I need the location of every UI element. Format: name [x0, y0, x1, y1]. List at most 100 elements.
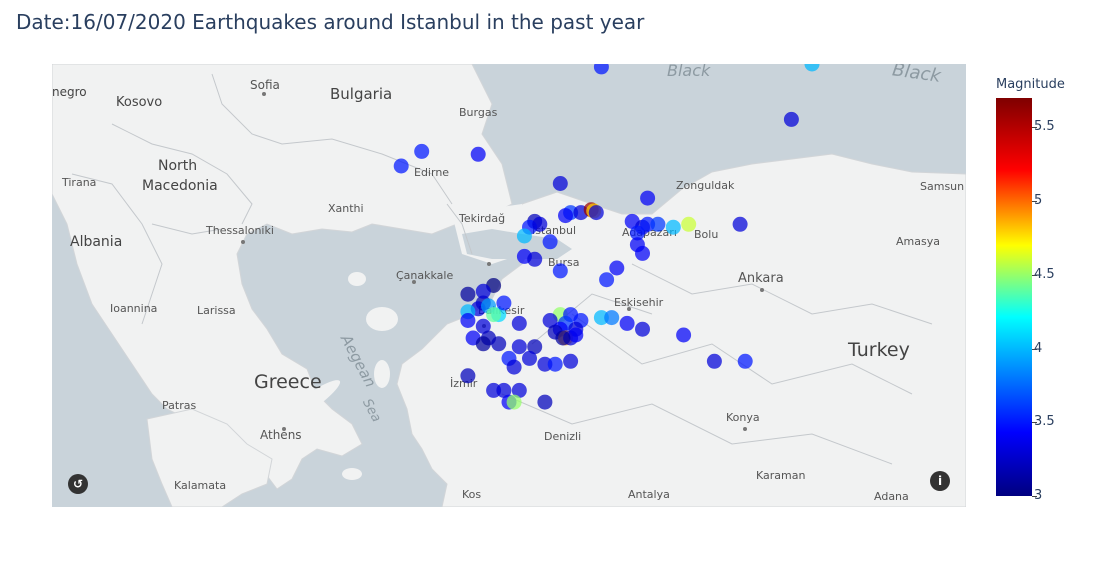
- map-reset-icon[interactable]: ↺: [68, 474, 88, 494]
- colorbar-tick-mark: [1032, 201, 1037, 203]
- earthquake-point[interactable]: [706, 353, 722, 369]
- earthquake-point[interactable]: [511, 315, 527, 331]
- earthquake-point[interactable]: [665, 219, 681, 235]
- earthquake-point[interactable]: [491, 336, 507, 352]
- label-negro: negro: [52, 85, 87, 99]
- label-canakkale: Çanakkale: [396, 269, 453, 282]
- earthquake-point[interactable]: [552, 176, 568, 191]
- map-canvas[interactable]: Black Black Aegean Sea Bulgaria North Ma…: [52, 64, 966, 507]
- earthquake-point[interactable]: [547, 356, 563, 372]
- earthquake-point[interactable]: [475, 283, 491, 299]
- earthquake-point[interactable]: [460, 368, 476, 384]
- earthquake-point[interactable]: [527, 251, 543, 267]
- label-xanthi: Xanthi: [328, 202, 364, 215]
- label-kosovo: Kosovo: [116, 95, 162, 110]
- earthquake-point[interactable]: [475, 336, 491, 352]
- label-samsun: Samsun: [920, 180, 964, 193]
- earthquake-point[interactable]: [460, 286, 476, 302]
- earthquake-point[interactable]: [496, 295, 512, 311]
- colorbar-title: Magnitude: [996, 77, 1065, 92]
- colorbar-tick-label: 3.5: [1034, 414, 1055, 430]
- earthquake-point[interactable]: [629, 225, 645, 241]
- colorbar-tick-mark: [1032, 422, 1037, 424]
- earthquake-point[interactable]: [542, 234, 558, 250]
- label-tekirdag: Tekirdağ: [458, 212, 505, 225]
- earthquake-point[interactable]: [537, 394, 553, 410]
- label-macedonia: Macedonia: [142, 178, 218, 194]
- island-euboea: [273, 380, 341, 428]
- label-ankara: Ankara: [738, 271, 784, 286]
- colorbar-tick-mark: [1032, 348, 1037, 350]
- earthquake-point[interactable]: [511, 382, 527, 398]
- sea-label-black-2: Black: [891, 64, 944, 87]
- earthquake-point[interactable]: [609, 260, 625, 276]
- earthquake-point[interactable]: [414, 143, 430, 159]
- label-sofia: Sofia: [250, 78, 280, 92]
- label-karaman: Karaman: [756, 469, 805, 482]
- earthquake-point[interactable]: [506, 359, 522, 375]
- earthquake-point[interactable]: [486, 307, 502, 323]
- earthquake-point[interactable]: [563, 353, 579, 369]
- earthquake-point[interactable]: [783, 111, 799, 127]
- label-kalamata: Kalamata: [174, 479, 226, 492]
- earthquake-point[interactable]: [558, 208, 573, 224]
- earthquake-point[interactable]: [619, 315, 635, 331]
- earthquake-point[interactable]: [393, 158, 409, 174]
- earthquake-point[interactable]: [537, 356, 553, 372]
- label-greece: Greece: [254, 371, 322, 393]
- sea-label-black-1: Black: [667, 64, 711, 80]
- earthquake-point[interactable]: [681, 216, 697, 232]
- map-area[interactable]: Black Black Aegean Sea Bulgaria North Ma…: [52, 64, 966, 507]
- earthquake-markers[interactable]: [393, 64, 820, 410]
- earthquake-point[interactable]: [552, 263, 568, 279]
- earthquake-point[interactable]: [511, 339, 527, 355]
- colorbar-tick-label: 4: [1034, 340, 1043, 356]
- label-athens: Athens: [260, 428, 302, 442]
- label-north: North: [158, 158, 197, 174]
- earthquake-point[interactable]: [460, 313, 476, 328]
- earthquake-point[interactable]: [522, 350, 537, 366]
- island-samos: [412, 409, 432, 419]
- earthquake-point[interactable]: [475, 318, 491, 334]
- earthquake-point[interactable]: [593, 64, 609, 75]
- earthquake-point[interactable]: [604, 310, 620, 326]
- label-patras: Patras: [162, 399, 196, 412]
- chart-title: Date:16/07/2020 Earthquakes around Istan…: [16, 10, 645, 34]
- earthquake-point[interactable]: [599, 272, 615, 288]
- label-edirne: Edirne: [414, 166, 449, 179]
- earthquake-point[interactable]: [737, 353, 753, 369]
- country-borders: [71, 73, 933, 465]
- island-chios: [374, 360, 390, 388]
- earthquake-point[interactable]: [568, 327, 584, 343]
- info-icon[interactable]: i: [930, 471, 950, 491]
- earthquake-point[interactable]: [640, 216, 656, 232]
- earthquake-point[interactable]: [650, 216, 666, 232]
- earthquake-point[interactable]: [470, 146, 486, 162]
- colorbar-tick-label: 4.5: [1034, 266, 1055, 282]
- earthquake-point[interactable]: [635, 321, 650, 337]
- earthquake-point[interactable]: [804, 64, 820, 72]
- earthquake-point[interactable]: [588, 205, 604, 221]
- colorbar-tick-mark: [1032, 127, 1037, 129]
- label-albania: Albania: [70, 234, 122, 250]
- label-konya: Konya: [726, 411, 760, 424]
- earthquake-point[interactable]: [532, 216, 548, 232]
- colorbar: [996, 98, 1032, 496]
- earthquake-point[interactable]: [732, 216, 748, 232]
- earthquake-point[interactable]: [555, 330, 571, 346]
- island-lesbos: [366, 307, 398, 331]
- earthquake-point[interactable]: [542, 313, 558, 328]
- land-peloponnese: [146, 408, 273, 507]
- earthquake-point[interactable]: [640, 190, 656, 206]
- earthquake-point[interactable]: [676, 327, 692, 343]
- colorbar-tick-label: 5.5: [1034, 119, 1055, 135]
- earthquake-point[interactable]: [496, 382, 512, 398]
- label-thessaloniki: Thessaloniki: [205, 224, 274, 237]
- earthquake-point[interactable]: [635, 245, 650, 261]
- earthquake-point[interactable]: [593, 310, 609, 326]
- earthquake-point[interactable]: [527, 339, 543, 355]
- earthquake-point[interactable]: [516, 228, 532, 244]
- earthquake-point[interactable]: [486, 382, 502, 398]
- earthquake-point[interactable]: [506, 394, 522, 410]
- label-antalya: Antalya: [628, 488, 670, 501]
